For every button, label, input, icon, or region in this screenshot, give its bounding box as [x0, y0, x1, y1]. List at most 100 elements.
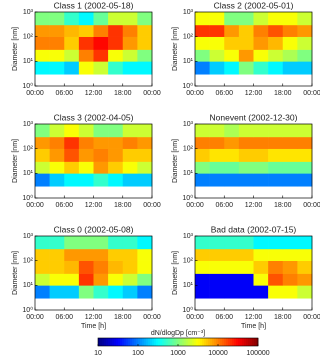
colorbar-swatch: [196, 338, 199, 346]
heatmap-cell: [137, 161, 153, 174]
y-axis-label: Diameter [nm]: [12, 139, 19, 183]
heatmap-cell: [268, 12, 284, 26]
heatmap-cell: [64, 136, 80, 149]
heatmap-cell: [108, 61, 124, 75]
heatmap-cell: [137, 12, 153, 26]
heatmap-cell: [195, 148, 210, 162]
heatmap-cell: [35, 248, 50, 261]
colorbar-swatch: [190, 338, 193, 346]
y-tick-label: 10²: [23, 34, 34, 41]
heatmap-cell: [35, 173, 50, 187]
y-tick-label: 10⁰: [22, 306, 33, 314]
heatmap-cell: [122, 136, 138, 149]
heatmap-cell: [49, 173, 65, 187]
heatmap-cell: [253, 148, 269, 162]
x-tick-label: 18:00: [114, 90, 132, 97]
colorbar-swatch: [200, 338, 203, 346]
heatmap-cell: [253, 124, 269, 138]
heatmap-cell: [282, 49, 298, 62]
heatmap-cell: [49, 236, 65, 250]
heatmap-cell: [93, 49, 109, 62]
heatmap-cell: [297, 49, 313, 62]
x-tick-label: 00:00: [303, 90, 320, 97]
heatmap-cell: [137, 260, 153, 274]
heatmap-cell: [209, 260, 225, 274]
panel-title: Class 2 (2002-05-01): [214, 0, 294, 10]
heatmap-cell: [209, 248, 225, 261]
heatmap-cell: [297, 136, 313, 149]
y-tick-label: 10¹: [183, 282, 194, 289]
colorbar-swatch: [128, 338, 131, 346]
heatmap-cell: [224, 148, 240, 162]
heatmap-cell: [64, 161, 80, 174]
colorbar-swatch: [204, 338, 207, 346]
colorbar-swatch: [118, 338, 121, 346]
heatmap-cell: [35, 124, 50, 138]
heatmap-cell: [224, 285, 240, 299]
heatmap-cell: [78, 248, 94, 261]
heatmap-cell: [297, 285, 313, 299]
heatmap-cell: [49, 36, 65, 50]
colorbar-swatch: [134, 338, 137, 346]
heatmap-cell: [64, 24, 80, 37]
heatmap-cell: [282, 61, 298, 75]
heatmap-cell: [108, 24, 124, 37]
heatmap-cell: [253, 12, 269, 26]
y-tick-label: 10²: [23, 146, 34, 153]
colorbar-swatch: [102, 338, 105, 346]
heatmap-cell: [64, 273, 80, 286]
heatmap-cell: [253, 285, 269, 299]
heatmap-cell: [137, 148, 153, 162]
colorbar-swatch: [216, 338, 219, 346]
heatmap-cell: [78, 12, 94, 26]
heatmap-cell: [122, 36, 138, 50]
heatmap-cell: [195, 24, 210, 37]
heatmap-cell: [253, 136, 269, 149]
colorbar-swatch: [126, 338, 129, 346]
y-tick-label: 10²: [183, 258, 194, 265]
heatmap-cell: [238, 173, 254, 187]
heatmap-cell: [78, 260, 94, 274]
heatmap-cell: [122, 161, 138, 174]
heatmap-cell: [195, 61, 210, 75]
colorbar-swatch: [192, 338, 195, 346]
heatmap-cell: [209, 273, 225, 286]
heatmap-cell: [268, 148, 284, 162]
colorbar-swatch: [232, 338, 235, 346]
heatmap-cell: [49, 148, 65, 162]
colorbar-swatch: [194, 338, 197, 346]
heatmap-cell: [195, 248, 210, 261]
heatmap-cell: [268, 36, 284, 50]
heatmap-cell: [282, 161, 298, 174]
heatmap-cell: [195, 161, 210, 174]
heatmap-cell: [137, 61, 153, 75]
colorbar-swatch: [172, 338, 175, 346]
colorbar-swatch: [238, 338, 241, 346]
heatmap-cell: [253, 24, 269, 37]
heatmap-cell: [238, 148, 254, 162]
y-tick-label: 10¹: [23, 282, 34, 289]
y-tick-label: 10¹: [23, 170, 34, 177]
heatmap-cell: [93, 24, 109, 37]
heatmap-cell: [108, 260, 124, 274]
x-axis-label: Time [h]: [241, 323, 266, 330]
x-tick-label: 12:00: [245, 90, 263, 97]
heatmap-cell: [238, 285, 254, 299]
heatmap-cell: [78, 61, 94, 75]
heatmap-cell: [78, 173, 94, 187]
heatmap-cell: [137, 36, 153, 50]
colorbar-swatch: [122, 338, 125, 346]
colorbar-swatch: [144, 338, 147, 346]
heatmap-cell: [268, 260, 284, 274]
heatmap-cell: [195, 273, 210, 286]
heatmap-cell: [209, 161, 225, 174]
heatmap-cell: [78, 124, 94, 138]
y-axis-label: Diameter [nm]: [172, 251, 179, 295]
heatmap-cell: [108, 49, 124, 62]
heatmap-cell: [93, 260, 109, 274]
heatmap-cell: [224, 12, 240, 26]
heatmap-cell: [253, 173, 269, 187]
heatmap-cell: [35, 12, 50, 26]
heatmap-cell: [122, 173, 138, 187]
heatmap-cell: [238, 260, 254, 274]
